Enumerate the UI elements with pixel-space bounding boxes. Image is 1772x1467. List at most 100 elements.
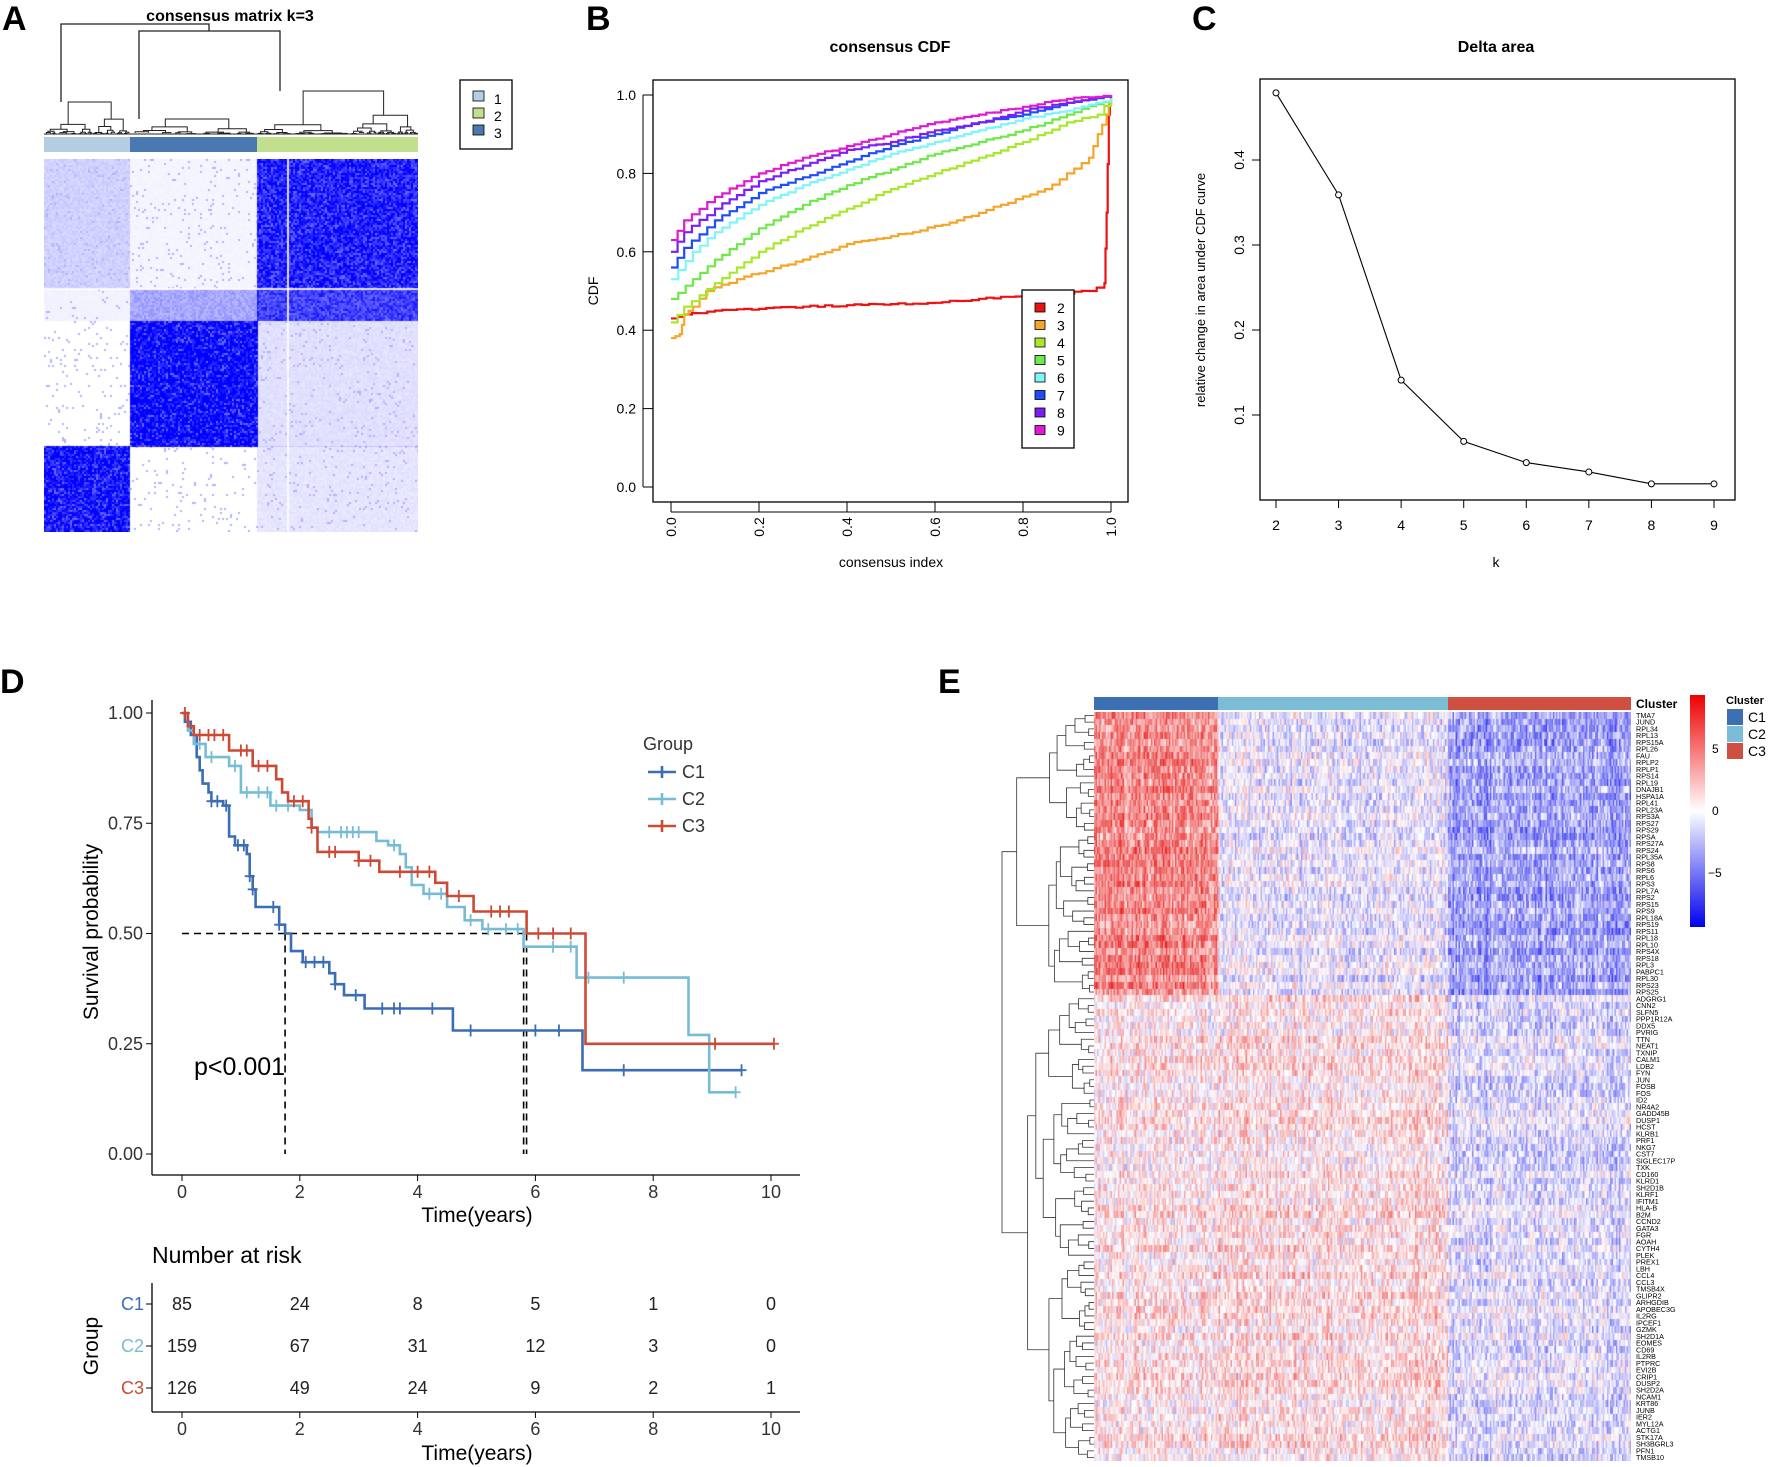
legend-label-1: 1 — [494, 91, 502, 107]
row-dendrogram-branch — [1082, 1221, 1094, 1229]
gene-label: RPL19 — [1636, 779, 1658, 788]
censor-mark-C1 — [274, 918, 285, 931]
risk-count: 24 — [290, 1294, 310, 1314]
censor-mark-C1 — [330, 978, 341, 991]
delta-area-point — [1272, 89, 1280, 97]
row-dendrogram-branch — [1089, 809, 1094, 817]
dendrogram-branch — [52, 132, 56, 134]
x-tick-label: 6 — [1522, 517, 1530, 533]
gene-label: IL2RG — [1636, 1312, 1657, 1321]
dendrogram-branch — [106, 129, 114, 134]
gene-label: GLIPR2 — [1636, 1291, 1662, 1300]
gene-label: ARHGDIB — [1636, 1298, 1669, 1307]
censor-mark-C1 — [736, 1064, 747, 1077]
gene-label: B2M — [1636, 1210, 1651, 1219]
row-dendrogram-branch — [1087, 789, 1094, 797]
censor-mark-C2 — [262, 786, 273, 799]
dendrogram-branch — [238, 131, 251, 134]
row-dendrogram-branch — [1079, 782, 1094, 794]
dendrogram-branch — [105, 132, 109, 134]
gene-label: RPS8 — [1636, 859, 1655, 868]
row-dendrogram-branch — [1088, 937, 1094, 946]
gene-label: KRT86 — [1636, 1399, 1658, 1408]
row-dendrogram-branch — [1087, 1207, 1094, 1216]
row-dendrogram-branch — [1082, 1423, 1094, 1432]
row-dendrogram-branch — [1087, 863, 1094, 871]
cluster-legend-swatch-C2 — [1727, 726, 1743, 742]
row-dendrogram-branch — [1070, 1408, 1083, 1428]
legend-label-3: 3 — [494, 125, 502, 141]
gene-label: LBH — [1636, 1264, 1650, 1273]
km-legend-key-C2 — [648, 793, 676, 805]
censor-mark-C1 — [618, 1064, 629, 1077]
cdf-line-k9 — [671, 94, 1113, 242]
gene-label: PRF1 — [1636, 1136, 1654, 1145]
censor-mark-C1 — [238, 839, 249, 852]
p-value: p<0.001 — [194, 1053, 285, 1081]
gene-label: RPS2 — [1636, 893, 1655, 902]
row-dendrogram-branch — [1048, 1298, 1062, 1402]
panel-label-b: B — [586, 0, 611, 38]
row-dendrogram-branch — [1088, 1302, 1094, 1310]
row-dendrogram-branch — [1083, 1187, 1094, 1195]
legend-label-2: 2 — [494, 108, 502, 124]
censor-mark-C1 — [377, 1002, 388, 1015]
colorbar-tick-5: 5 — [1712, 742, 1719, 756]
gene-label: PABPC1 — [1636, 967, 1664, 976]
gene-label: TTN — [1636, 1035, 1650, 1044]
gene-label: SH2D2A — [1636, 1386, 1664, 1395]
row-dendrogram-branch — [1076, 1335, 1094, 1347]
gene-label: DNAJB1 — [1636, 785, 1664, 794]
censor-mark-C1 — [394, 1002, 405, 1015]
row-dendrogram-branch — [1080, 1281, 1094, 1293]
gene-label: RPL6 — [1636, 873, 1654, 882]
cluster-legend-swatch-C3 — [1727, 743, 1743, 759]
panel-c-plot-box — [1259, 78, 1736, 501]
delta-area-point — [1710, 480, 1718, 488]
column-annotation-C2 — [1218, 697, 1448, 710]
cluster-legend-label-C1: C1 — [1748, 709, 1766, 725]
risk-row-label-C1: C1 — [121, 1294, 144, 1314]
row-dendrogram-branch — [1065, 1417, 1079, 1448]
gene-label: PLEK — [1636, 1251, 1655, 1260]
dendrogram-branch — [264, 128, 283, 133]
y-tick-label: 0.3 — [1231, 235, 1247, 255]
row-dendrogram-branch — [1080, 1038, 1094, 1050]
gene-label: NR4A2 — [1636, 1102, 1659, 1111]
row-dendrogram-branch — [1081, 957, 1094, 966]
risk-x-tick-label: 6 — [530, 1419, 540, 1439]
risk-count: 0 — [766, 1294, 776, 1314]
censor-mark-C1 — [268, 901, 279, 914]
dendrogram-branch — [398, 131, 403, 134]
panel-a — [44, 23, 418, 152]
delta-area-point — [1460, 437, 1468, 445]
row-dendrogram-branch — [1074, 1022, 1094, 1033]
gene-label: CALM1 — [1636, 1055, 1660, 1064]
y-tick-label: 1.0 — [617, 87, 637, 103]
cdf-legend-swatch-k6 — [1034, 372, 1046, 383]
cdf-line-k8 — [671, 95, 1113, 253]
censor-mark-C2 — [271, 799, 282, 812]
row-dendrogram-branch — [1088, 1045, 1094, 1054]
risk-x-tick-label: 4 — [413, 1419, 423, 1439]
gene-label: ACTG1 — [1636, 1426, 1660, 1435]
panel-c-ylabel: relative change in area under CDF curve — [1193, 173, 1208, 407]
gene-label: ADGRG1 — [1636, 994, 1666, 1003]
gene-label: CCL3 — [1636, 1278, 1654, 1287]
gene-label: RPS23 — [1636, 981, 1659, 990]
row-dendrogram-branch — [1082, 1342, 1094, 1351]
gene-label: SIGLEC17P — [1636, 1156, 1675, 1165]
row-dendrogram-branch — [1078, 998, 1094, 1010]
dendrogram-branch — [404, 131, 409, 134]
gene-label: FOS — [1636, 1089, 1651, 1098]
row-dendrogram-branch — [1078, 1059, 1094, 1071]
gene-label: TMA7 — [1636, 711, 1655, 720]
gene-label: RPS15A — [1636, 738, 1664, 747]
row-dendrogram-branch — [1089, 1079, 1094, 1087]
risk-count: 12 — [525, 1336, 545, 1356]
gene-label: RPS6 — [1636, 866, 1655, 875]
dendrogram-branch — [151, 126, 188, 132]
x-tick-label: 0.2 — [751, 517, 767, 537]
gene-label: FYN — [1636, 1069, 1650, 1078]
